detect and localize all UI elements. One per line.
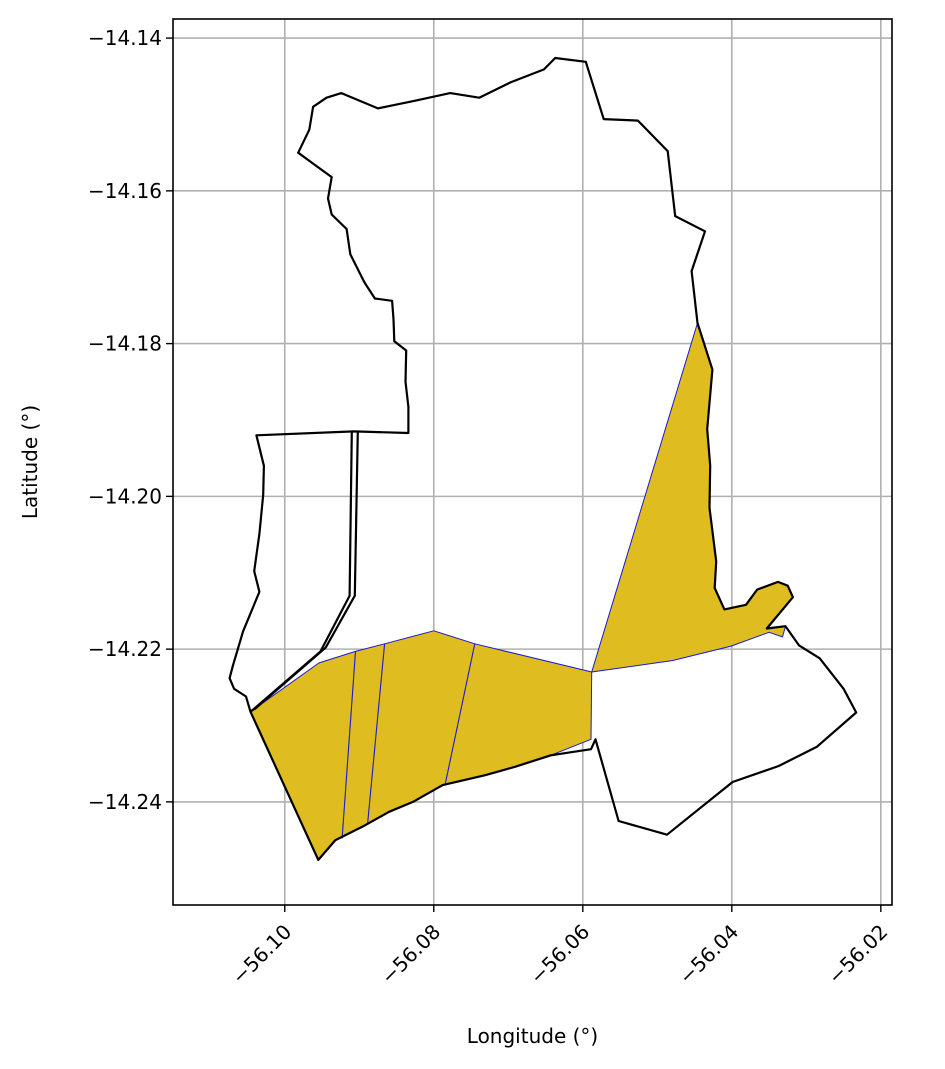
corridor-right-edge <box>253 431 359 711</box>
y-axis-title: Latitude (°) <box>18 405 42 519</box>
y-tick-label: −14.22 <box>88 637 162 661</box>
y-tick-label: −14.24 <box>88 790 162 814</box>
x-axis-title: Longitude (°) <box>467 1024 598 1048</box>
outer-boundary <box>228 56 858 861</box>
parcel-divider <box>366 643 386 825</box>
parcel-divider <box>341 651 357 839</box>
axes-frame <box>172 18 893 906</box>
y-tick-label: −14.16 <box>88 179 162 203</box>
y-tick-label: −14.14 <box>88 26 162 50</box>
y-tick-label: −14.20 <box>88 484 162 508</box>
municipal-boundary <box>228 56 858 861</box>
parcel-divider <box>444 643 476 786</box>
y-tick-label: −14.18 <box>88 332 162 356</box>
